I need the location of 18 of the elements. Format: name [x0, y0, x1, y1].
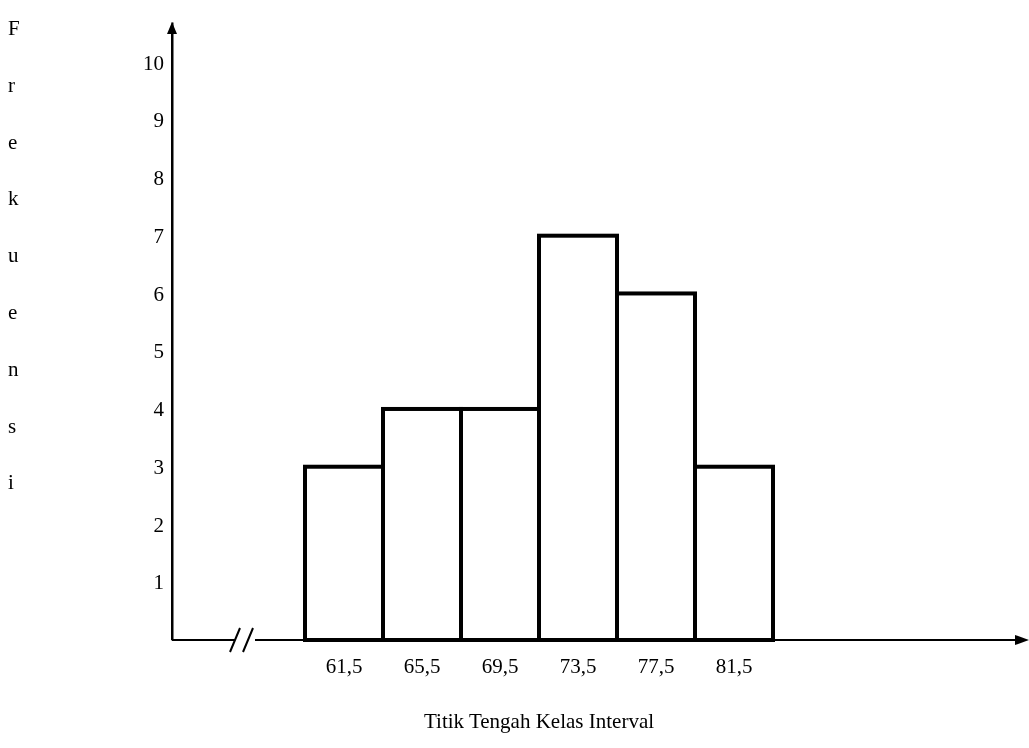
- y-tick-label: 4: [153, 397, 165, 422]
- text: Frekuensi: [8, 16, 20, 495]
- x-tick-label: 77,5: [637, 653, 675, 678]
- x-tick-label: 65,5: [403, 653, 441, 678]
- x-tick-label: 69,5: [481, 653, 519, 678]
- y-tick-label: 10: [143, 50, 164, 75]
- x-tick-label: 73,5: [559, 653, 597, 678]
- x-tick-label: 81,5: [715, 653, 753, 678]
- y-tick-label: 2: [153, 512, 164, 537]
- y-tick-label: 6: [153, 281, 164, 306]
- x-tick-label: 61,5: [325, 653, 363, 678]
- y-tick-label: 7: [153, 223, 164, 248]
- y-tick-label: 5: [153, 339, 164, 364]
- y-tick-label: 8: [153, 166, 164, 191]
- y-tick-label: 9: [153, 108, 164, 133]
- y-tick-label: 1: [153, 570, 164, 595]
- y-tick-label: 3: [153, 454, 164, 479]
- x-axis-title: Titik Tengah Kelas Interval: [423, 709, 655, 733]
